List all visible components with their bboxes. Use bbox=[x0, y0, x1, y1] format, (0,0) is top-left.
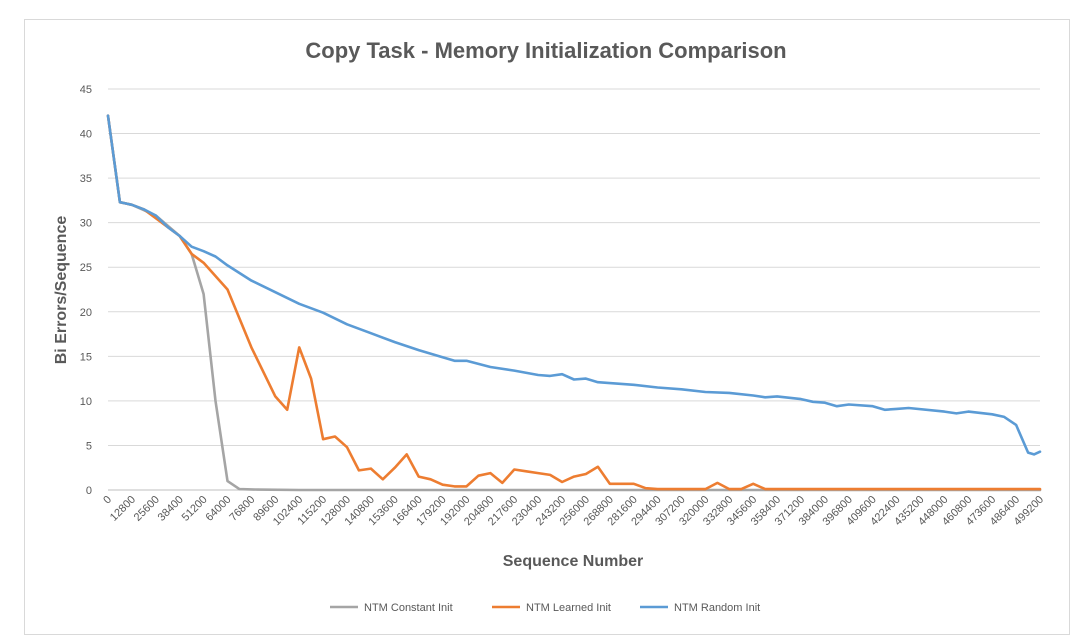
series-line-learned-init bbox=[106, 114, 1042, 491]
x-tick-label: 51200 bbox=[180, 494, 210, 524]
y-tick-label: 0 bbox=[86, 485, 92, 497]
y-axis-title: Bi Errors/Sequence bbox=[53, 216, 70, 365]
y-axis-ticks: 0 5 10 15 20 25 30 35 40 45 bbox=[80, 84, 92, 497]
y-tick-label: 25 bbox=[80, 262, 92, 274]
series-lines bbox=[106, 114, 1042, 492]
y-tick-label: 40 bbox=[80, 129, 92, 141]
y-tick-label: 35 bbox=[80, 173, 92, 185]
x-tick-label: 25600 bbox=[132, 494, 162, 524]
x-tick-label: 12800 bbox=[108, 494, 138, 524]
legend-label: NTM Random Init bbox=[674, 602, 760, 614]
series-line-random-init bbox=[106, 114, 1042, 456]
legend-label: NTM Learned Init bbox=[526, 602, 611, 614]
legend-label: NTM Constant Init bbox=[364, 602, 453, 614]
y-tick-label: 45 bbox=[80, 84, 92, 96]
x-tick-label: 76800 bbox=[227, 494, 257, 524]
y-tick-label: 20 bbox=[80, 307, 92, 319]
x-tick-label: 38400 bbox=[156, 494, 186, 524]
gridlines bbox=[108, 88, 1040, 491]
y-tick-label: 15 bbox=[80, 351, 92, 363]
x-tick-label: 0 bbox=[101, 494, 114, 507]
series-line-constant-init bbox=[106, 114, 1042, 492]
legend: NTM Constant Init NTM Learned Init NTM Ran… bbox=[330, 602, 760, 614]
x-tick-label: 64000 bbox=[203, 494, 233, 524]
y-tick-label: 30 bbox=[80, 218, 92, 230]
x-axis-ticks: 0128002560038400512006400076800896001024… bbox=[101, 494, 1046, 528]
y-tick-label: 5 bbox=[86, 440, 92, 452]
chart-title: Copy Task - Memory Initialization Compar… bbox=[305, 38, 786, 63]
chart-frame bbox=[24, 19, 1070, 635]
y-tick-label: 10 bbox=[80, 396, 92, 408]
x-axis-title: Sequence Number bbox=[503, 553, 643, 570]
